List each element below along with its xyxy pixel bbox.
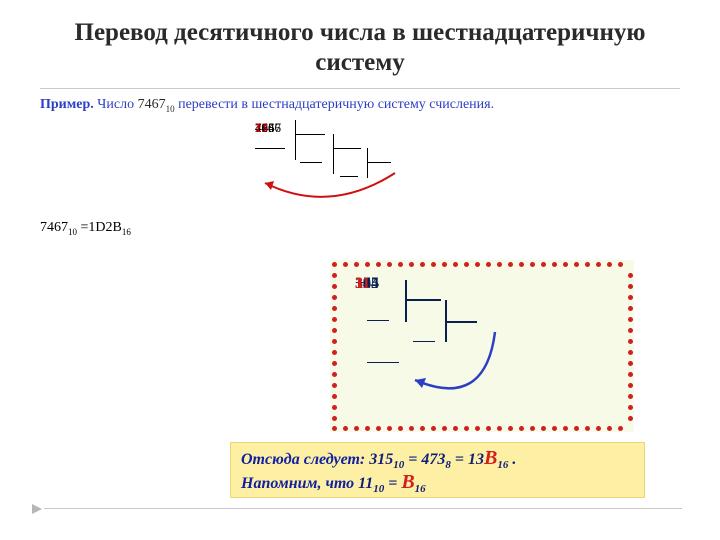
example-number: 746710 [138, 97, 179, 112]
ld1-m: 13 [255, 120, 268, 136]
long-division-2: − 315 16 16 − 19 16 − 155 16 1 144 3 11 [355, 275, 615, 425]
yb-l1bs: 10 [393, 459, 404, 471]
yb-l2c: B [401, 471, 414, 493]
yb-l1cs: 8 [445, 459, 451, 471]
page-title: Перевод десятичного числа в шестнадцатер… [0, 0, 720, 86]
long-division-1: 7467 16 7456 466 16 11 464 29 16 2 16 1 … [255, 120, 505, 210]
example-prefix: Число [97, 97, 134, 112]
example-label: Пример. [40, 97, 94, 112]
example-rest: перевести в шестнадцатеричную систему сч… [178, 97, 494, 112]
result-equation: 746710 =1D2B16 [40, 220, 131, 237]
example-number-val: 7467 [138, 97, 166, 112]
yb-l1e: B [484, 447, 497, 469]
yb-eq3: = [388, 475, 397, 492]
yb-eq2: = [455, 451, 464, 468]
result-rhs-sub: 16 [122, 227, 131, 237]
yb-l2b: 11 [358, 475, 373, 492]
yb-l2cs: 16 [415, 483, 426, 495]
yb-eq1: = [408, 451, 417, 468]
dotted-box: − 315 16 16 − 19 16 − 155 16 1 144 3 11 [330, 260, 634, 432]
yb-l1es: 16 [497, 459, 508, 471]
yb-l1c: 473 [421, 451, 445, 468]
example-number-sub: 10 [166, 104, 175, 114]
ld2-k: 11 [355, 275, 370, 293]
result-lhs: 7467 [40, 220, 68, 235]
divider-bottom [44, 508, 682, 509]
footer-marker-icon [32, 504, 42, 514]
yb-l2bs: 10 [373, 483, 384, 495]
yb-l1b: 315 [369, 451, 393, 468]
result-rhs: 1D2B [88, 220, 121, 235]
yb-l1d: 13 [468, 451, 484, 468]
yb-l2a: Напомним, что [241, 475, 354, 492]
result-lhs-sub: 10 [68, 227, 77, 237]
conclusion-box: Отсюда следует: 31510 = 4738 = 13B16 . Н… [230, 442, 645, 498]
conclusion-line-2: Напомним, что 1110 = B16 [241, 471, 634, 495]
yb-l1a: Отсюда следует: [241, 451, 365, 468]
example-text: Пример. Число 746710 перевести в шестнад… [0, 91, 720, 114]
conclusion-line-1: Отсюда следует: 31510 = 4738 = 13B16 . [241, 447, 634, 471]
divider-top [40, 88, 680, 89]
